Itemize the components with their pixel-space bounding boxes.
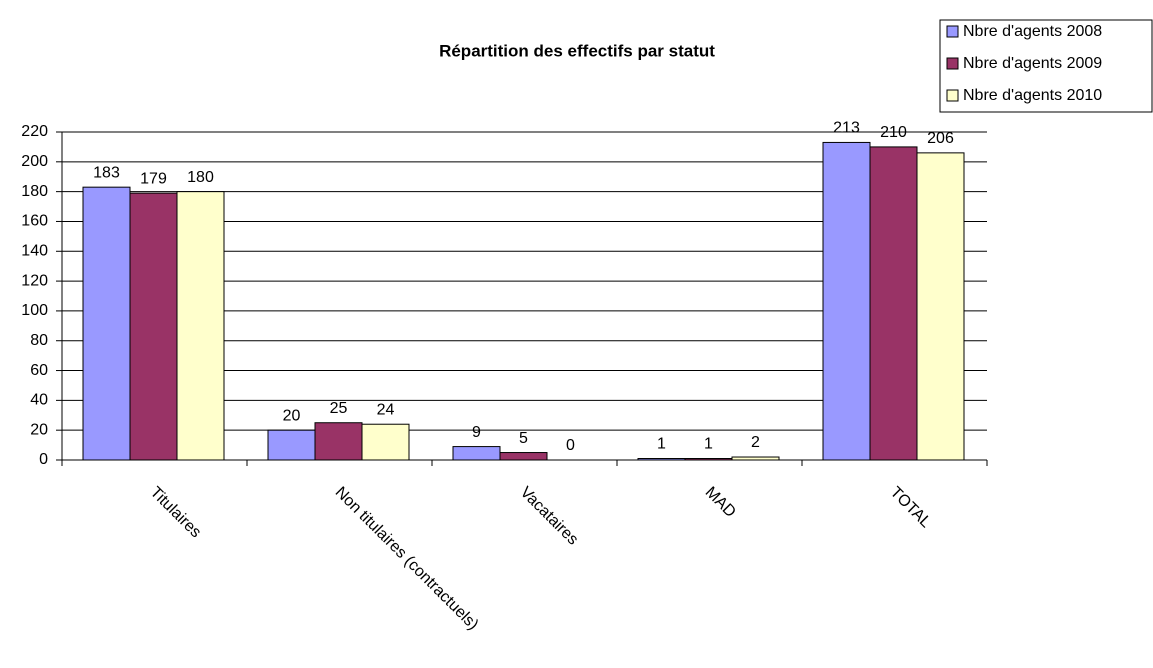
bar [637, 458, 686, 461]
y-tick-label: 120 [21, 272, 48, 289]
bar [82, 186, 131, 461]
y-tick-label: 180 [21, 183, 48, 200]
data-label: 210 [880, 124, 907, 141]
chart-title: Répartition des effectifs par statut [439, 41, 715, 60]
bar [267, 429, 316, 461]
bar [314, 422, 363, 461]
x-tick-label: Titulaires [147, 484, 205, 542]
x-tick-label: Vacataires [517, 484, 582, 549]
legend-swatch [946, 57, 959, 70]
y-tick-label: 140 [21, 242, 48, 259]
y-tick-label: 40 [30, 392, 48, 409]
y-tick-label: 20 [30, 421, 48, 438]
data-label: 20 [283, 407, 301, 424]
y-tick-label: 0 [39, 451, 48, 468]
x-tick-label: Non titulaires (contractuels) [332, 484, 482, 634]
data-label: 180 [187, 169, 214, 186]
data-label: 206 [927, 130, 954, 147]
y-tick-label: 160 [21, 213, 48, 230]
data-label: 183 [93, 164, 120, 181]
y-tick-label: 60 [30, 362, 48, 379]
y-tick-label: 200 [21, 153, 48, 170]
data-label: 5 [519, 430, 528, 447]
y-tick-label: 100 [21, 302, 48, 319]
bar [452, 446, 501, 461]
data-label: 9 [472, 424, 481, 441]
legend-label: Nbre d'agents 2009 [963, 55, 1102, 72]
bar [176, 191, 225, 461]
bar [869, 146, 918, 461]
data-label: 1 [657, 436, 666, 453]
bar [129, 192, 178, 461]
bar [731, 456, 780, 461]
bar [499, 452, 548, 461]
bar [916, 152, 965, 461]
x-tick-label: TOTAL [887, 484, 935, 532]
data-label: 0 [566, 437, 575, 454]
x-tick-label: MAD [702, 484, 739, 521]
data-label: 213 [833, 120, 860, 137]
y-tick-label: 80 [30, 332, 48, 349]
data-label: 179 [140, 170, 167, 187]
bar [684, 458, 733, 461]
bar [822, 141, 871, 461]
data-label: 2 [751, 434, 760, 451]
legend-label: Nbre d'agents 2008 [963, 23, 1102, 40]
y-tick-label: 220 [21, 123, 48, 140]
data-label: 1 [704, 436, 713, 453]
data-label: 25 [330, 400, 348, 417]
legend-swatch [946, 25, 959, 38]
legend-box [939, 19, 1153, 113]
legend-swatch [946, 89, 959, 102]
legend-label: Nbre d'agents 2010 [963, 87, 1102, 104]
data-label: 24 [377, 401, 395, 418]
bar [361, 423, 410, 461]
